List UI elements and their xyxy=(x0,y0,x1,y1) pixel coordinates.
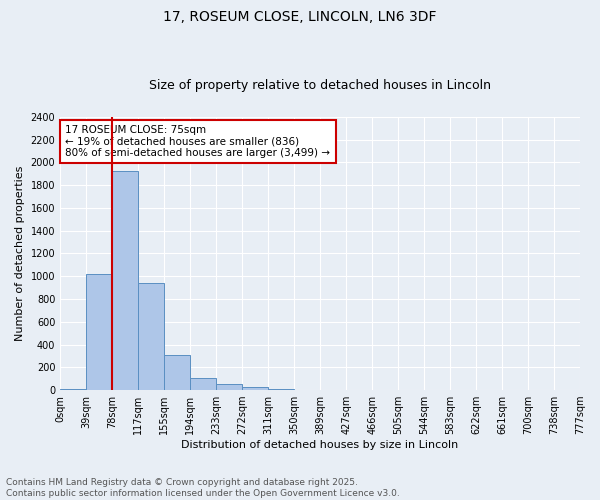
Bar xyxy=(60,389,86,390)
Bar xyxy=(112,172,138,390)
Text: 17 ROSEUM CLOSE: 75sqm
← 19% of detached houses are smaller (836)
80% of semi-de: 17 ROSEUM CLOSE: 75sqm ← 19% of detached… xyxy=(65,125,331,158)
Bar xyxy=(190,378,216,390)
Bar xyxy=(86,274,112,390)
Bar xyxy=(216,384,242,390)
Text: Contains HM Land Registry data © Crown copyright and database right 2025.
Contai: Contains HM Land Registry data © Crown c… xyxy=(6,478,400,498)
X-axis label: Distribution of detached houses by size in Lincoln: Distribution of detached houses by size … xyxy=(181,440,459,450)
Title: Size of property relative to detached houses in Lincoln: Size of property relative to detached ho… xyxy=(149,79,491,92)
Y-axis label: Number of detached properties: Number of detached properties xyxy=(15,166,25,341)
Bar xyxy=(164,355,190,390)
Bar xyxy=(268,389,294,390)
Bar xyxy=(138,283,164,390)
Bar xyxy=(242,387,268,390)
Text: 17, ROSEUM CLOSE, LINCOLN, LN6 3DF: 17, ROSEUM CLOSE, LINCOLN, LN6 3DF xyxy=(163,10,437,24)
